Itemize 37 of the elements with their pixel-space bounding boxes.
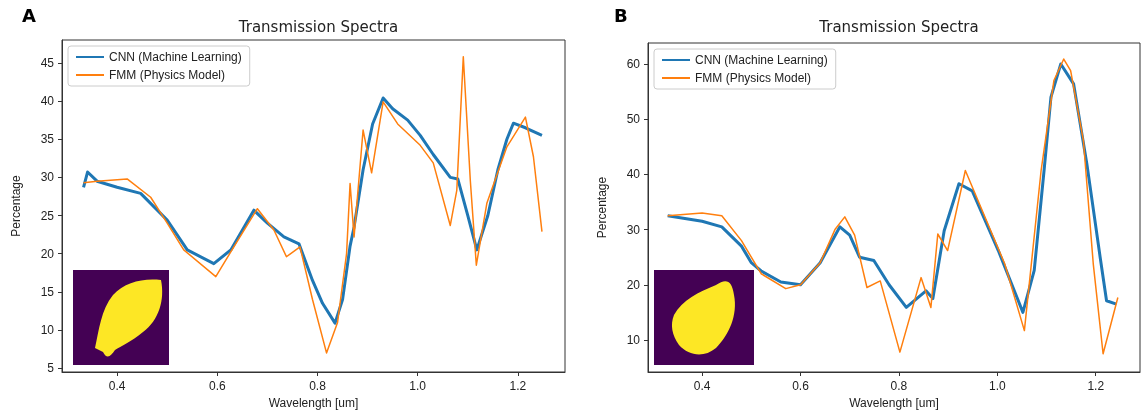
x-tick-label: 1.2 <box>509 379 527 393</box>
legend-label: CNN (Machine Learning) <box>109 50 242 64</box>
x-tick-label: 0.6 <box>792 379 810 393</box>
y-tick-label: 20 <box>626 277 641 292</box>
x-tick-label: 0.8 <box>890 379 908 393</box>
x-tick-label: 1.0 <box>988 379 1006 393</box>
chart-title: Transmission Spectra <box>818 17 979 36</box>
x-tick-label: 1.0 <box>409 379 427 393</box>
text: B <box>614 4 628 26</box>
y-tick-label: 30 <box>40 170 55 185</box>
y-tick-label: 50 <box>626 112 641 127</box>
chart-title: Transmission Spectra <box>237 17 399 36</box>
legend-label: CNN (Machine Learning) <box>695 53 828 67</box>
x-axis-title: Wavelength [um] <box>849 395 939 410</box>
y-tick-label: 10 <box>40 323 55 338</box>
y-tick-label: 60 <box>626 56 641 71</box>
y-tick-label: 35 <box>40 132 55 147</box>
y-tick-label: 10 <box>626 332 641 347</box>
y-axis-title: Percentage <box>9 174 23 237</box>
x-tick-label: 0.4 <box>693 379 711 393</box>
y-tick-label: 30 <box>626 222 641 237</box>
legend-label: FMM (Physics Model) <box>109 68 226 82</box>
text: A <box>22 4 36 26</box>
y-tick-label: 5 <box>47 361 55 376</box>
y-tick-label: 15 <box>40 284 55 299</box>
x-tick-label: 0.6 <box>208 379 226 393</box>
y-axis-title: Percentage <box>595 176 609 239</box>
y-tick-label: 40 <box>40 94 55 109</box>
x-tick-label: 1.2 <box>1087 379 1105 393</box>
y-tick-label: 45 <box>40 55 55 70</box>
y-tick-label: 40 <box>626 167 641 182</box>
y-tick-label: 20 <box>40 246 55 261</box>
x-axis-title: Wavelength [um] <box>268 395 359 410</box>
legend-label: FMM (Physics Model) <box>695 71 812 85</box>
y-tick-label: 25 <box>40 208 55 223</box>
x-tick-label: 0.8 <box>309 379 327 393</box>
x-tick-label: 0.4 <box>108 379 126 393</box>
